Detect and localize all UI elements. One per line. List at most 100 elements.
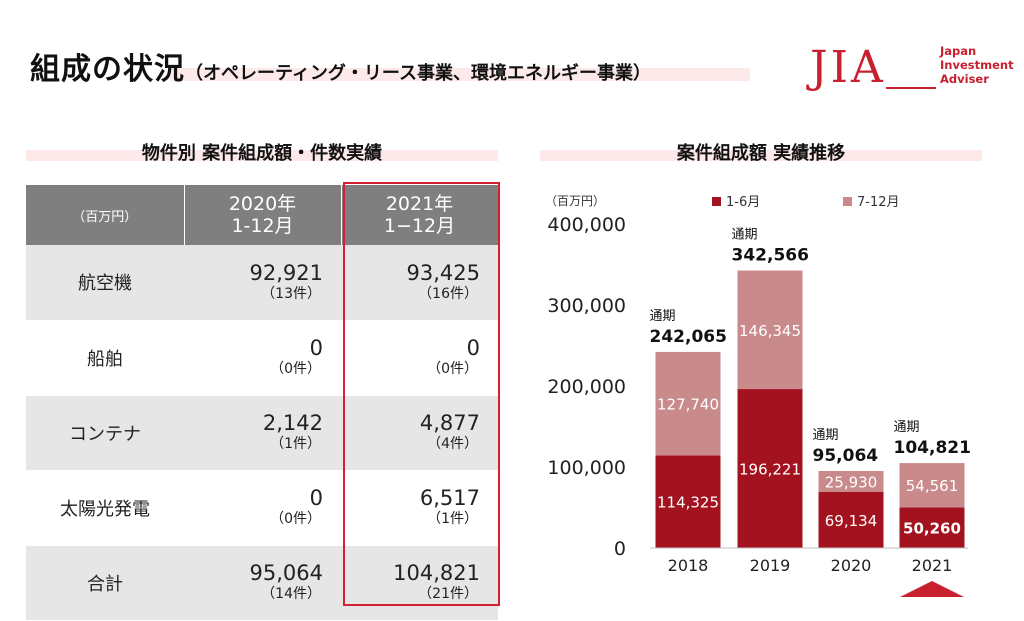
y-tick-label: 300,000 bbox=[547, 295, 626, 317]
x-tick-label: 2021 bbox=[912, 556, 953, 575]
bar-value-label: 196,221 bbox=[739, 461, 801, 479]
highlight-2021-column bbox=[343, 182, 500, 606]
title-underline-band bbox=[170, 68, 750, 81]
total-caption: 通期 bbox=[650, 309, 676, 324]
amount-2020: 92,921 bbox=[249, 260, 323, 285]
amount-2021: 0 bbox=[466, 336, 480, 360]
bar-segment bbox=[818, 492, 884, 548]
total-value: 95,064 bbox=[813, 446, 879, 466]
cell-2020: 0 （0件） bbox=[184, 470, 341, 546]
count-2020: （14件） bbox=[261, 586, 321, 602]
bar-value-label: 146,345 bbox=[739, 322, 801, 340]
table-section-band bbox=[26, 150, 498, 161]
bar-segment bbox=[655, 455, 721, 548]
table-row: 船舶 0 （0件） 0 （0件） bbox=[26, 320, 498, 396]
bar-segment bbox=[655, 351, 721, 456]
legend-swatch bbox=[843, 197, 852, 206]
cell-2020: 2,142 （1件） bbox=[184, 395, 341, 471]
table-unit-header: （百万円） bbox=[26, 185, 185, 245]
amount-2020: 0 bbox=[309, 336, 323, 360]
x-tick-label: 2020 bbox=[831, 556, 872, 575]
highlight-arrow bbox=[900, 581, 964, 597]
legend-label: 1-6月 bbox=[726, 195, 760, 210]
table-header-2021: 2021年 1−12月 bbox=[341, 185, 499, 245]
x-tick-label: 2019 bbox=[750, 556, 791, 575]
y-tick-label: 0 bbox=[614, 538, 626, 560]
count-2020: （1件） bbox=[270, 436, 321, 452]
total-value: 104,821 bbox=[894, 438, 971, 458]
cell-2020: 92,921 （13件） bbox=[184, 245, 341, 321]
row-label: 航空機 bbox=[26, 245, 184, 321]
logo-text: Japan Investment Adviser bbox=[940, 44, 1014, 86]
count-2021: （1件） bbox=[427, 511, 478, 527]
x-axis: 2018 2019 2020 2021 bbox=[650, 547, 968, 597]
amount-2020: 95,064 bbox=[249, 561, 323, 585]
logo-text-line3: Adviser bbox=[940, 72, 989, 86]
count-2021: （16件） bbox=[418, 285, 478, 302]
cell-2021: 0 （0件） bbox=[341, 320, 498, 396]
total-labels: 通期 242,065 通期 342,566 通期 95,064 通期 104,821 bbox=[650, 228, 971, 466]
cell-2021: 104,821 （21件） bbox=[341, 545, 498, 621]
cell-2021: 6,517 （1件） bbox=[341, 470, 498, 546]
bar-segment bbox=[737, 270, 803, 390]
cell-2020: 95,064 （14件） bbox=[184, 545, 341, 621]
results-table: （百万円） 2020年 1-12月 2021年 1−12月 航空機 92,921… bbox=[26, 185, 499, 621]
legend-swatch bbox=[712, 197, 721, 206]
count-2020: （0件） bbox=[270, 361, 321, 377]
cell-2020: 0 （0件） bbox=[184, 320, 341, 396]
table-header-2020: 2020年 1-12月 bbox=[184, 185, 342, 245]
amount-2021: 104,821 bbox=[393, 561, 480, 585]
bar-segment bbox=[818, 470, 884, 493]
bar-segment bbox=[899, 507, 965, 548]
cell-2021: 93,425 （16件） bbox=[341, 245, 498, 321]
table-header-2020-period: 1-12月 bbox=[231, 215, 294, 237]
amount-2020: 2,142 bbox=[262, 411, 323, 435]
total-value: 342,566 bbox=[732, 246, 809, 266]
row-label: 船舶 bbox=[26, 320, 184, 396]
table-header-2020-year: 2020年 bbox=[228, 193, 297, 215]
bar-value-label: 25,930 bbox=[825, 473, 878, 491]
y-tick-label: 100,000 bbox=[547, 457, 626, 479]
bar-value-label: 50,260 bbox=[903, 520, 961, 538]
legend-label: 7-12月 bbox=[857, 195, 900, 210]
amount-2021: 93,425 bbox=[406, 260, 480, 285]
count-2021: （4件） bbox=[427, 436, 478, 452]
chart-section-band bbox=[540, 150, 982, 161]
logo-text-line1: Japan bbox=[940, 44, 977, 58]
chart-legend: 1-6月 7-12月 bbox=[712, 195, 900, 210]
total-caption: 通期 bbox=[813, 428, 839, 443]
count-2021: （0件） bbox=[427, 361, 478, 377]
bar-value-label: 54,561 bbox=[906, 477, 959, 495]
count-2020: （0件） bbox=[270, 511, 321, 527]
company-logo: JIA Japan Investment Adviser bbox=[810, 40, 1014, 100]
chart-section-title: 案件組成額 実績推移 bbox=[676, 143, 846, 164]
y-tick-label: 200,000 bbox=[547, 376, 626, 398]
bars: 114,325 127,740 196,221 146,345 69,134 25,930… bbox=[655, 270, 965, 548]
page-title-sub: （オペレーティング・リース事業、環境エネルギー事業） bbox=[185, 63, 652, 84]
y-tick-label: 400,000 bbox=[547, 214, 626, 236]
page-title-main: 組成の状況 bbox=[30, 52, 185, 87]
logo-line bbox=[886, 87, 936, 89]
table-row: 航空機 92,921 （13件） 93,425 （16件） bbox=[26, 245, 498, 321]
bar-value-label: 114,325 bbox=[657, 494, 719, 512]
bar-segment bbox=[737, 389, 803, 548]
x-tick-label: 2018 bbox=[668, 556, 709, 575]
total-caption: 通期 bbox=[732, 228, 758, 243]
cell-2021: 4,877 （4件） bbox=[341, 395, 498, 471]
table-row: 太陽光発電 0 （0件） 6,517 （1件） bbox=[26, 470, 498, 546]
total-caption: 通期 bbox=[894, 420, 920, 435]
row-label: コンテナ bbox=[26, 395, 184, 471]
count-2021: （21件） bbox=[418, 586, 478, 602]
table-section-title: 物件別 案件組成額・件数実績 bbox=[141, 143, 383, 164]
chart-unit-label: （百万円） bbox=[545, 194, 605, 208]
amount-2020: 0 bbox=[309, 486, 323, 510]
table-header-2021-year: 2021年 bbox=[385, 193, 454, 215]
row-label: 合計 bbox=[26, 545, 184, 621]
bar-value-label: 69,134 bbox=[825, 512, 878, 530]
logo-text-line2: Investment bbox=[940, 58, 1014, 72]
bar-segment bbox=[899, 463, 965, 508]
amount-2021: 6,517 bbox=[419, 486, 480, 510]
table-row: 合計 95,064 （14件） 104,821 （21件） bbox=[26, 545, 498, 621]
page-title: 組成の状況（オペレーティング・リース事業、環境エネルギー事業） bbox=[30, 44, 651, 88]
